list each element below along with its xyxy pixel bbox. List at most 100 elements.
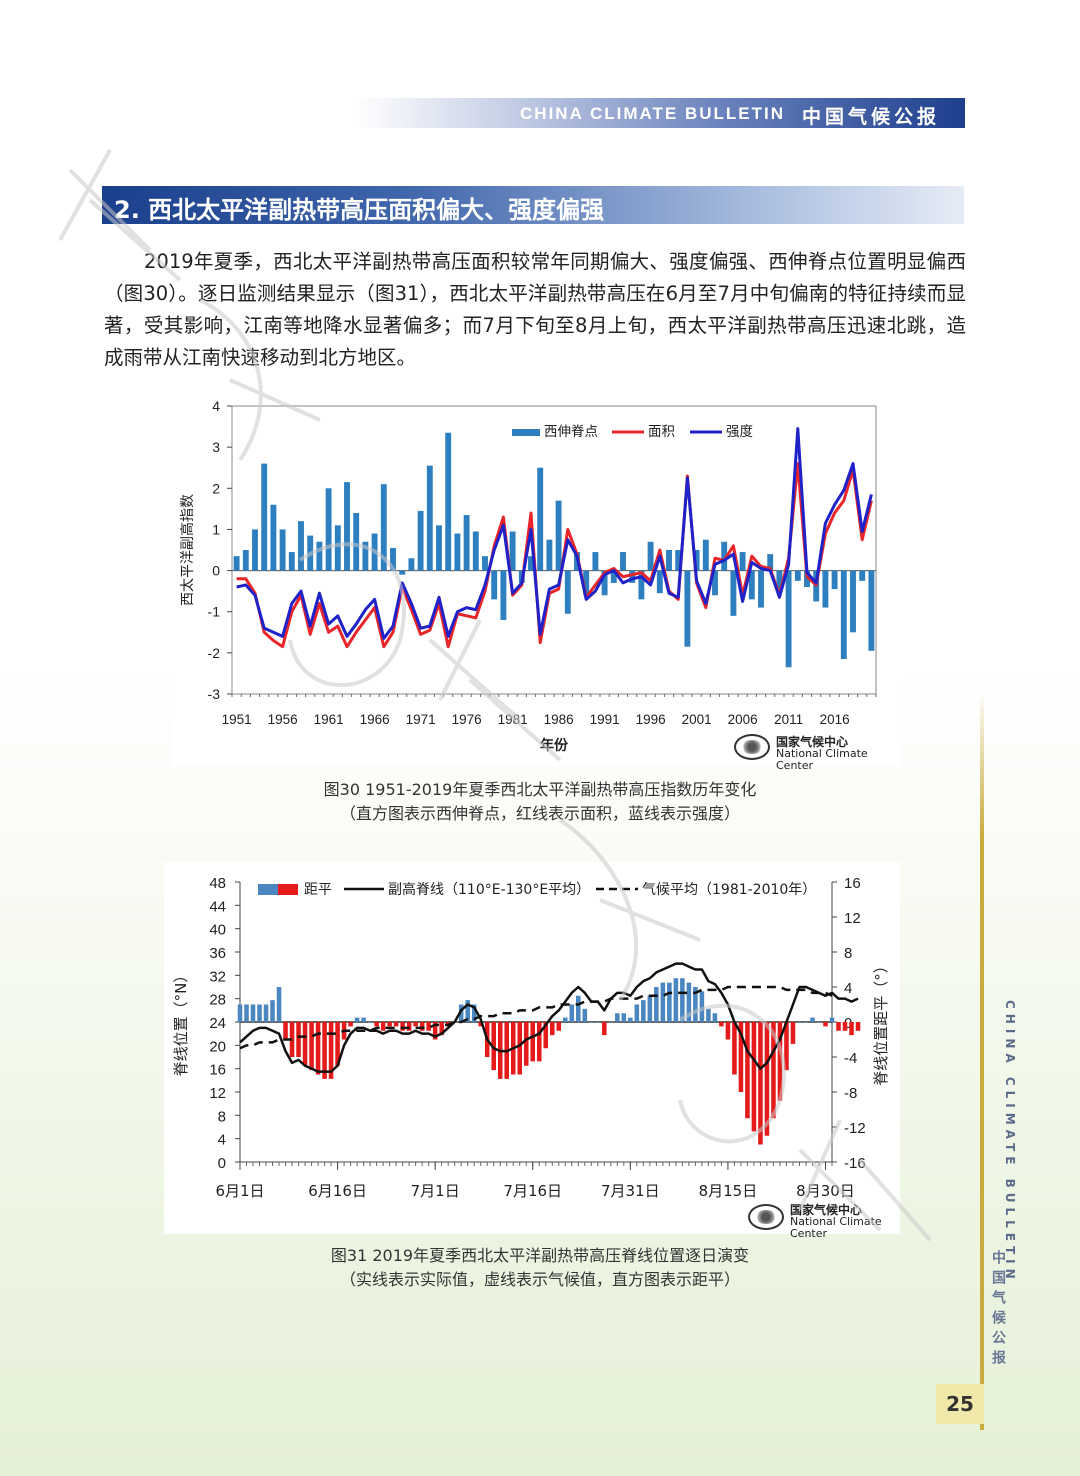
bar-anomaly [816,1022,822,1023]
line-climatology [239,985,833,1050]
bar-west-ridge-point [730,570,737,616]
bar-anomaly [810,1017,815,1022]
bar-anomaly [517,1022,523,1075]
bar-anomaly [576,995,581,1022]
bar-anomaly [413,1022,418,1027]
bar-anomaly [543,1022,549,1049]
bar-anomaly [237,1004,243,1022]
bar-anomaly [855,1022,861,1031]
bar-anomaly [719,1022,724,1027]
figure-30: 4 3 2 1 0 -1 -2 -3 1951 1956 1961 1966 1971 1976 1981 1… [172,394,902,772]
x-tick-label: 7月16日 [503,1182,562,1200]
ncc-logo-text: 国家气候中心 National Climate Center [776,736,902,772]
bar-west-ridge-point [233,556,240,571]
y2-tick-label: 0 [844,1015,852,1032]
bar-anomaly [628,1017,633,1022]
bar-anomaly [250,1004,256,1022]
bar-anomaly [244,1004,249,1022]
bar-west-ridge-point [684,570,691,647]
bar-anomaly [823,1022,828,1027]
y2-tick-label: 16 [844,875,861,892]
y-tick-label: 36 [209,945,226,962]
bar-anomaly [589,1022,594,1023]
bar-west-ridge-point [344,482,350,571]
y2-tick-label: -8 [844,1085,857,1102]
bar-anomaly [380,1022,386,1031]
bar-anomaly [270,1000,275,1022]
bar-anomaly [367,1022,373,1023]
x-tick-label: 6月16日 [308,1182,367,1200]
legend-label: 距平 [304,882,332,898]
ncc-logo-icon [748,1204,784,1230]
bar-west-ridge-point [739,552,746,571]
bar-west-ridge-point [528,556,534,571]
bar-anomaly [315,1022,321,1075]
figure-30-caption-line2: （直方图表示西伸脊点，红线表示面积，蓝线表示强度） [339,804,740,823]
x-tick-label: 1986 [544,712,574,727]
bar-anomaly [348,1022,353,1027]
bar-anomaly [615,1013,620,1022]
figure-31-caption-line1: 图31 2019年夏季西北太平洋副热带高压脊线位置逐日演变 [330,1246,750,1265]
bar-anomaly [491,1022,496,1071]
y-tick-label: 24 [209,1015,226,1032]
body-paragraph: 2019年夏季，西北太平洋副热带高压面积较常年同期偏大、强度偏强、西伸脊点位置明… [104,250,966,369]
bar-west-ridge-point [316,541,323,571]
y-tick-label: 44 [209,898,226,915]
bar-anomaly [309,1022,314,1071]
section-heading: 2. 西北太平洋副热带高压面积偏大、强度偏强 [114,196,605,224]
legend-label: 副高脊线（110°E-130°E平均） [388,881,590,898]
bar-west-ridge-point [767,554,774,571]
bar-west-ridge-point [859,570,866,581]
bar-west-ridge-point [298,521,304,571]
bar-anomaly [790,1022,796,1044]
x-tick-label: 1996 [636,712,666,727]
bar-anomaly [283,1022,288,1040]
y-tick-label: -3 [208,686,221,702]
bar-west-ridge-point [472,531,479,571]
y-tick-label: 28 [209,992,226,1009]
bar-west-ridge-point [794,570,801,581]
y-tick-label: 0 [212,563,220,579]
bar-anomaly [478,1022,483,1027]
bar-anomaly [608,1022,614,1023]
bar-anomaly [849,1022,854,1036]
x-tick-label: 7月31日 [601,1182,660,1200]
bar-west-ridge-point [380,484,387,571]
legend-label: 气候平均（1981-2010年） [642,882,816,898]
y-tick-label: 4 [218,1132,226,1149]
bar-west-ridge-point [261,463,268,571]
bar-west-ridge-point [840,570,847,660]
bar-anomaly [725,1022,731,1040]
legend-anomaly-red-swatch [278,884,298,895]
bar-west-ridge-point [785,570,792,668]
bar-anomaly [419,1022,425,1031]
x-tick-label: 1981 [498,712,528,727]
y2-tick-label: 4 [844,980,852,997]
section-heading-bar [102,186,964,224]
y-tick-label: 4 [212,398,220,414]
bar-west-ridge-point [822,570,829,608]
y2-tick-label: -12 [844,1120,866,1137]
bar-west-ridge-point [555,500,562,571]
bar-anomaly [439,1022,444,1036]
y-tick-label: 12 [209,1085,226,1102]
bar-west-ridge-point [426,465,433,571]
bar-west-ridge-point [647,541,654,571]
bar-anomaly [296,1022,301,1057]
bulletin-title-en: CHINA CLIMATE BULLETIN [520,104,785,123]
x-tick-label: 6月1日 [215,1182,264,1200]
bar-anomaly [686,982,692,1022]
bar-anomaly [361,1017,366,1022]
bulletin-title-cn: 中国气候公报 [802,106,941,128]
x-tick-label: 2016 [820,712,850,727]
ncc-name-cn: 国家气候中心 [776,735,849,749]
bar-anomaly [634,1004,640,1022]
x-tick-label: 8月15日 [699,1182,758,1200]
bar-anomaly [647,995,653,1022]
x-tick-label: 1976 [452,712,482,727]
bar-west-ridge-point [656,570,663,594]
ncc-name-en: National Climate Center [776,747,868,772]
bar-west-ridge-point [325,488,332,571]
bar-anomaly [328,1022,334,1079]
bar-anomaly [530,1022,536,1062]
